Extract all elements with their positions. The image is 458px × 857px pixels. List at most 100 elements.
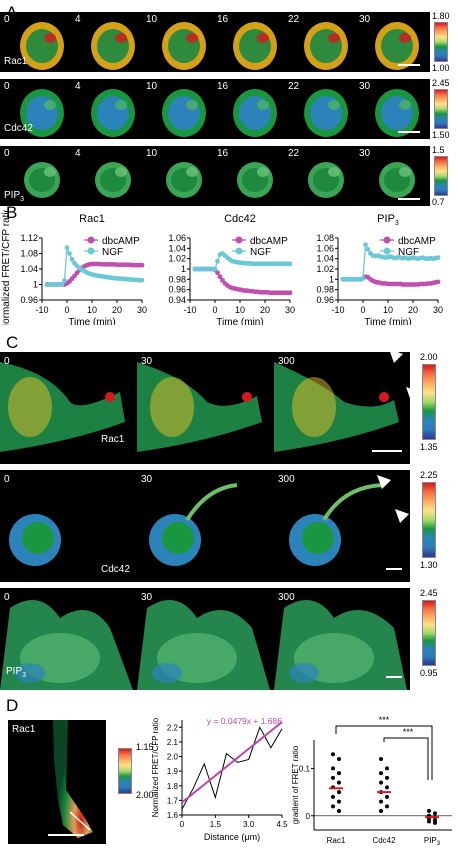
data-point	[385, 785, 389, 790]
panel-c-strip-rac1: 0 30 300 Rac1	[0, 352, 410, 464]
data-point	[215, 258, 220, 264]
panel-a-scale-bar	[398, 64, 420, 66]
data-point	[427, 809, 431, 814]
panel-c-cell-image	[137, 600, 270, 690]
data-point	[331, 766, 335, 771]
panel-d-colorbar-bottom: 2.00	[136, 790, 154, 800]
y-tick-label: 1	[181, 264, 186, 274]
panel-a-cell-image	[379, 162, 415, 198]
y-tick-label: 1.8	[167, 782, 179, 791]
data-point	[379, 799, 383, 804]
data-point	[331, 804, 335, 809]
panel-d-colorbar	[118, 748, 132, 794]
panel-a-time-label: 30	[359, 81, 371, 92]
panel-c-cell-image	[149, 483, 238, 566]
y-tick-label: 0	[306, 812, 311, 821]
x-tick-label: 30	[285, 305, 295, 315]
data-point	[212, 266, 218, 272]
panel-c-strip-cdc42: 0 30 300 Cdc42	[0, 470, 410, 582]
y-tick-label: 1	[329, 274, 334, 284]
x-axis-label: Time (min)	[216, 317, 263, 325]
panel-d-colorbar-top: 1.15	[136, 742, 154, 752]
panel-a-time-label: 4	[75, 81, 81, 92]
panel-a-cell-image	[304, 89, 348, 137]
panel-a-colorbar	[434, 89, 448, 129]
panel-a-cell-image	[375, 89, 419, 137]
data-point	[360, 275, 366, 281]
arrowhead-marker	[395, 509, 409, 523]
data-point	[337, 756, 341, 761]
panel-c-colorbar-top: 2.00	[420, 352, 438, 362]
category-label: Rac1	[327, 836, 346, 845]
panel-a-scale-bar	[398, 131, 420, 133]
data-point	[287, 290, 293, 296]
x-tick-label: 20	[112, 305, 122, 315]
panel-letter-d: D	[6, 696, 19, 715]
panel-a-cell-image	[162, 89, 206, 137]
panel-a-cell-image	[304, 22, 348, 70]
legend-label: NGF	[398, 247, 419, 258]
data-point	[331, 752, 335, 757]
panel-c-colorbar	[422, 364, 436, 440]
panel-a-time-label: 16	[217, 14, 229, 25]
panel-a-strip-rac1: 0 4 10 16 22 30 Rac1	[0, 12, 430, 72]
x-tick-label: 0	[64, 305, 69, 315]
panel-c-scale-bar	[372, 450, 402, 452]
x-tick-label: 1.5	[210, 820, 222, 829]
y-axis-label: gradient of FRET ratio	[291, 745, 300, 824]
panel-c-time-label: 0	[4, 592, 10, 603]
data-point	[139, 262, 145, 268]
data-point	[215, 270, 220, 276]
data-point	[435, 255, 441, 261]
panel-a-time-label: 0	[4, 14, 10, 25]
panel-c-time-label: 0	[4, 474, 10, 485]
panel-a-strip-cdc42: 0 4 10 16 22 30 Cdc42	[0, 79, 430, 139]
data-point	[337, 790, 341, 795]
category-label: Cdc42	[372, 836, 396, 845]
x-axis-label: Time (min)	[68, 317, 115, 325]
panel-c-scale-bar	[386, 568, 402, 570]
panel-a-time-label: 0	[4, 81, 10, 92]
panel-a-cell-image	[20, 22, 64, 70]
panel-a-time-label: 16	[217, 81, 229, 92]
data-point	[433, 811, 437, 816]
x-tick-label: 4.5	[276, 820, 288, 829]
panel-a-time-label: 10	[146, 81, 158, 92]
x-tick-label: 0	[180, 820, 185, 829]
y-tick-label: 1.02	[316, 264, 334, 274]
data-point	[363, 242, 368, 248]
y-tick-label: 1.06	[316, 243, 334, 253]
panel-a-time-label: 22	[288, 14, 300, 25]
data-point	[337, 771, 341, 776]
arrowhead-marker	[389, 349, 403, 363]
panel-a-time-label: 4	[75, 148, 81, 159]
panel-a-colorbar-top: 1.5	[432, 145, 445, 155]
panel-c-colorbar-top: 2.45	[420, 588, 438, 598]
y-tick-label: 0.96	[20, 295, 38, 305]
panel-c-time-label: 0	[4, 356, 10, 367]
panel-c-cell-image	[274, 362, 399, 452]
data-point	[385, 804, 389, 809]
y-tick-label: 0.96	[168, 285, 186, 295]
y-tick-label: 1.04	[20, 264, 38, 274]
panel-d-image: Rac1	[8, 720, 106, 844]
data-point	[379, 809, 383, 814]
panel-c-row-label: PIP3	[6, 666, 27, 679]
panel-c-cell-image	[274, 600, 407, 690]
y-tick-label: 1.6	[167, 811, 179, 820]
panel-a-cell-image	[91, 22, 135, 70]
x-tick-label: 0	[212, 305, 217, 315]
data-point	[379, 780, 383, 785]
panel-a-cell-image	[95, 162, 131, 198]
x-tick-label: 10	[235, 305, 245, 315]
significance-bracket	[335, 725, 433, 780]
panel-a-colorbar-top: 2.45	[432, 78, 450, 88]
legend-marker	[383, 247, 391, 255]
y-tick-label: 0.94	[168, 295, 186, 305]
series-line	[181, 726, 283, 810]
data-point	[331, 794, 335, 799]
y-tick-label: 1.08	[20, 249, 38, 259]
y-tick-label: 0.98	[168, 274, 186, 284]
data-point	[427, 819, 431, 824]
